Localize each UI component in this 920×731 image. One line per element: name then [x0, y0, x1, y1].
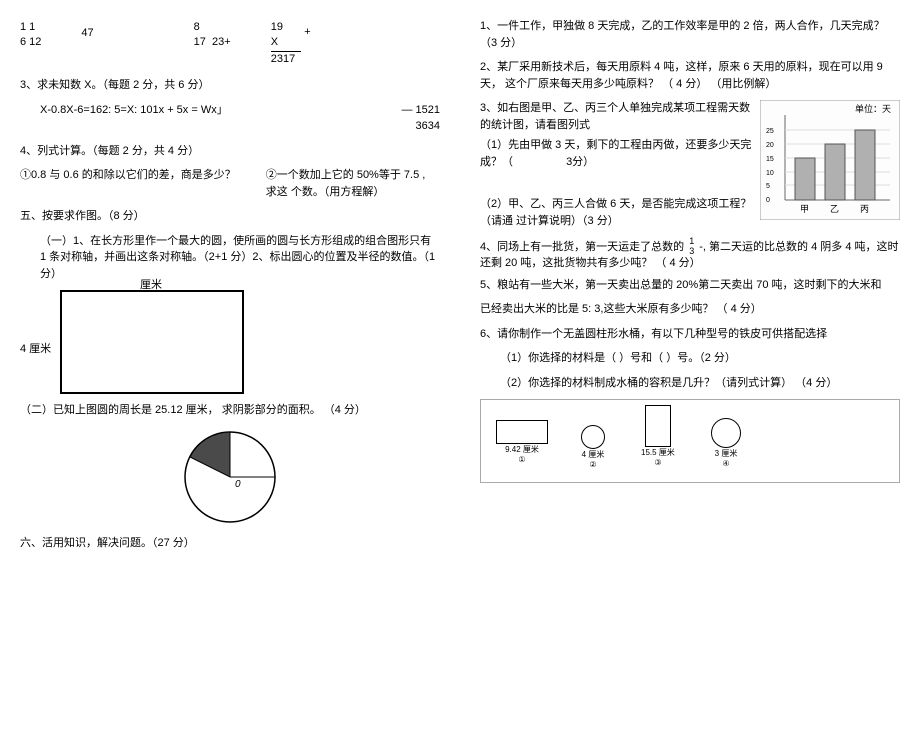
q5-heading: 五、按要求作图。（8 分） — [20, 208, 440, 225]
rectangle-shape — [60, 290, 244, 394]
r3a-pts: 3分） — [566, 156, 594, 168]
r6b: （2）你选择的材料制成水桶的容积是几升？（请列式计算） （4 分） — [500, 375, 900, 392]
svg-text:15: 15 — [766, 156, 774, 163]
q3-heading: 3、求未知数 X。（每题 2 分，共 6 分） — [20, 77, 440, 94]
q3-row: X-0.8X-6=162: 5=X: 101x + 5x = Wx」 — 152… — [20, 102, 440, 135]
r5b: 已经卖出大米的比是 5: 3,这些大米原有多少吨？ （ 4 分） — [480, 301, 900, 318]
svg-text:5: 5 — [766, 183, 770, 190]
r3: 单位：天 0 5 10 15 20 25 — [480, 100, 900, 229]
q6-heading: 六、活用知识，解决问题。（27 分） — [20, 535, 440, 552]
r3a: （1）先由甲做 3 天，剩下的工程由丙做，还要多少天完成？（ — [480, 139, 751, 168]
r1: 1、一件工作，甲独做 8 天完成，乙的工作效率是甲的 2 倍，两人合作，几天完成… — [480, 18, 900, 51]
diag-item-1: 9.42 厘米① — [496, 420, 548, 464]
svg-text:20: 20 — [766, 142, 774, 149]
arithmetic-rows: 1 1 6 12 47 8 17 23+ 19 X + 2317 — [20, 20, 440, 67]
num-group-4: 19 X + 2317 — [271, 20, 301, 67]
num-group-2: 47 — [81, 26, 93, 67]
svg-text:10: 10 — [766, 170, 774, 177]
q5-text-a: （一）1、在长方形里作一个最大的圆，使所画的圆与长方形组成的组合图形只有 1 条… — [40, 233, 440, 283]
q4-heading: 4、列式计算。（每题 2 分，共 4 分） — [20, 143, 440, 160]
bar-label-bing: 丙 — [860, 204, 869, 214]
rnum2: 3634 — [416, 120, 440, 132]
circle-svg: 0 — [180, 427, 280, 527]
frac-bot: 3 — [689, 246, 694, 256]
circle-figure: 0 — [180, 427, 280, 527]
num-group-3: 8 17 23+ — [194, 20, 231, 67]
chart-unit: 单位：天 — [855, 103, 891, 114]
r5: 5、粮站有一些大米，第一天卖出总量的 20%第二天卖出 70 吨，这时剩下的大米… — [480, 277, 900, 294]
rect-label-left: 4 厘米 — [20, 340, 51, 356]
q4-items: ①0.8 与 0.6 的和除以它们的差，商是多少？ ②一个数加上它的 50%等于… — [20, 167, 440, 200]
diag-item-2: 4 厘米② — [581, 425, 605, 469]
bar-chart-svg: 单位：天 0 5 10 15 20 25 — [760, 100, 900, 220]
q3-equation: X-0.8X-6=162: 5=X: 101x + 5x = Wx」 — [40, 102, 228, 135]
num-group-1: 1 1 6 12 — [20, 20, 41, 67]
bar-bing — [855, 130, 875, 200]
r6a: （1）你选择的材料是（ ）号和（ ）号。（2 分） — [500, 350, 900, 367]
rectangle-figure: 厘米 4 厘米 — [60, 290, 440, 394]
diag-item-3: 15.5 厘米③ — [641, 405, 675, 467]
circle-center-label: 0 — [235, 479, 241, 490]
r4: 4、同场上有一批货，第一天运走了总数的 1 3 -, 第二天运的比总数的 4 阴… — [480, 237, 900, 269]
q4-item-b: ②一个数加上它的 50%等于 7.5 ,求这 个数。（用方程解） — [266, 167, 436, 200]
frac-top: 1 — [689, 236, 694, 246]
diag-item-4: 3 厘米④ — [711, 418, 741, 468]
r2: 2、某厂采用新技术后，每天用原料 4 吨，这样，原来 6 天用的原料，现在可以用… — [480, 59, 900, 92]
bar-chart: 单位：天 0 5 10 15 20 25 — [760, 100, 900, 226]
bar-yi — [825, 144, 845, 200]
svg-text:25: 25 — [766, 128, 774, 135]
q4-item-a: ①0.8 与 0.6 的和除以它们的差，商是多少？ — [20, 167, 236, 200]
bar-jia — [795, 158, 815, 200]
rnum1: — 1521 — [401, 104, 440, 116]
bar-label-yi: 乙 — [830, 204, 839, 214]
svg-text:0: 0 — [766, 197, 770, 204]
q5-text-b: （二）已知上图圆的周长是 25.12 厘米， 求阴影部分的面积。 （4 分） — [20, 402, 440, 419]
bar-label-jia: 甲 — [800, 204, 809, 214]
material-diagram: 9.42 厘米① 4 厘米② 15.5 厘米③ 3 厘米④ — [480, 399, 900, 483]
r6: 6、请你制作一个无盖圆柱形水桶，有以下几种型号的铁皮可供搭配选择 — [480, 326, 900, 343]
rect-label-top: 厘米 — [140, 276, 162, 292]
